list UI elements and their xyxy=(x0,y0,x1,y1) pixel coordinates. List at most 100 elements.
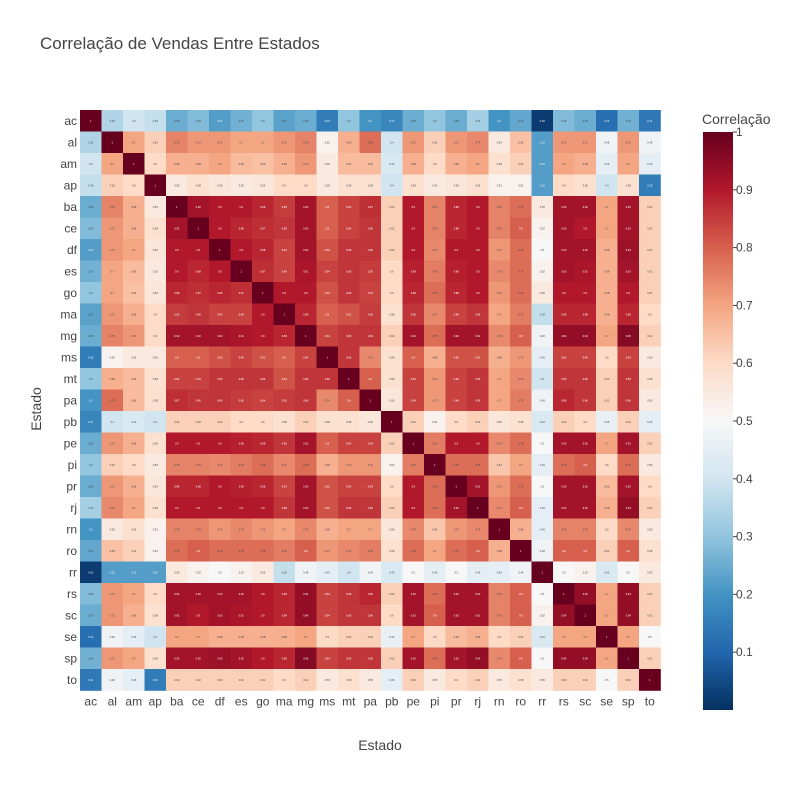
heatmap-cell xyxy=(273,303,296,326)
heatmap-cell-label: 0.78 xyxy=(454,463,460,467)
heatmap-cell xyxy=(101,432,124,455)
heatmap-cell xyxy=(338,217,360,240)
heatmap-cell xyxy=(488,497,511,519)
heatmap-cell xyxy=(424,518,446,541)
heatmap-cell-label: 0.92 xyxy=(626,484,632,488)
y-axis-ticks: acalamapbacedfesgomamgmsmtpapbpepiprrjrn… xyxy=(60,114,77,687)
heatmap-cell xyxy=(209,647,231,670)
heatmap-cell xyxy=(316,604,339,627)
heatmap-cell-label: 0.8 xyxy=(583,549,587,553)
heatmap-cell xyxy=(123,647,145,670)
heatmap-cell xyxy=(144,368,167,390)
heatmap-cell xyxy=(617,217,640,240)
heatmap-cell-label: 0.92 xyxy=(583,248,589,252)
y-tick-label: pi xyxy=(68,458,77,472)
heatmap-cell xyxy=(424,475,446,498)
heatmap-cell-label: 0.84 xyxy=(239,355,245,359)
heatmap-cell-label: 0.72 xyxy=(303,162,309,166)
heatmap-cell-label: 0.48 xyxy=(110,678,116,682)
heatmap-cell-label: 0.8 xyxy=(519,656,523,660)
heatmap-cell-label: 0.92 xyxy=(454,592,460,596)
heatmap-cell-label: 0.68 xyxy=(239,635,245,639)
heatmap-cell-label: 0.74 xyxy=(239,527,245,531)
heatmap-cell-label: 0.85 xyxy=(239,398,245,402)
heatmap-cell xyxy=(123,561,145,584)
heatmap-cell-label: 0.8 xyxy=(476,549,480,553)
y-tick-label: sp xyxy=(64,651,77,665)
x-tick-label: am xyxy=(125,695,142,709)
heatmap-cell-label: 0.92 xyxy=(583,484,589,488)
heatmap-cell xyxy=(596,239,618,261)
heatmap-cell xyxy=(166,518,188,541)
heatmap-cell-label: 0.62 xyxy=(647,506,653,510)
heatmap-cell-label: 0.62 xyxy=(389,226,395,230)
heatmap-cell-label: 0.74 xyxy=(475,140,481,144)
heatmap-cell-label: 0.62 xyxy=(368,635,374,639)
heatmap-cell xyxy=(230,196,253,218)
heatmap-cell-label: 0.85 xyxy=(174,312,180,316)
heatmap-cell xyxy=(445,110,468,132)
heatmap-cell xyxy=(531,540,554,562)
heatmap-cell-label: 0.62 xyxy=(583,678,589,682)
y-tick-label: rn xyxy=(66,522,77,536)
heatmap-cell xyxy=(553,669,575,691)
heatmap-cell xyxy=(596,411,618,433)
heatmap-cell-label: 0.8 xyxy=(196,549,200,553)
heatmap-cell-label: 0.72 xyxy=(518,355,524,359)
heatmap-cell xyxy=(510,411,532,433)
heatmap-cell xyxy=(639,583,661,605)
heatmap-cell-label: 0.92 xyxy=(196,334,202,338)
heatmap-cell xyxy=(574,389,597,412)
heatmap-cell xyxy=(553,626,575,648)
heatmap-cell xyxy=(101,153,124,175)
heatmap-cell xyxy=(574,174,597,197)
y-axis-title: Estado xyxy=(28,387,44,431)
heatmap-cell xyxy=(596,669,618,691)
heatmap-cell-label: 0.8 xyxy=(583,463,587,467)
heatmap-cell xyxy=(531,669,554,691)
heatmap-cell xyxy=(445,411,468,433)
heatmap-cell xyxy=(230,110,253,132)
heatmap-cell xyxy=(187,475,210,498)
y-tick-label: al xyxy=(68,135,77,149)
heatmap-cell-label: 0.86 xyxy=(346,355,352,359)
heatmap-cell-label: 0.84 xyxy=(454,398,460,402)
heatmap-cell xyxy=(553,389,575,412)
heatmap-cell-label: 0.78 xyxy=(432,592,438,596)
heatmap-cell-label: 0.86 xyxy=(475,312,481,316)
heatmap-cell-label: 1 xyxy=(327,355,329,359)
heatmap-cell xyxy=(101,239,124,261)
heatmap-cell xyxy=(531,239,554,261)
heatmap-cell xyxy=(359,647,382,670)
heatmap-cell-label: 0.84 xyxy=(325,613,331,617)
heatmap-cell xyxy=(144,260,167,283)
heatmap-cell-label: 0.28 xyxy=(196,119,202,123)
heatmap-cell xyxy=(338,346,360,369)
heatmap-cell xyxy=(123,454,145,476)
heatmap-cell-label: 0.9 xyxy=(411,226,415,230)
heatmap-cell-label: 1 xyxy=(155,183,157,187)
heatmap-cell-label: 0.3 xyxy=(89,463,93,467)
heatmap-cell xyxy=(273,239,296,261)
heatmap-cell xyxy=(574,368,597,390)
heatmap-cell-label: 0.64 xyxy=(497,463,503,467)
heatmap-cell xyxy=(144,239,167,261)
heatmap-cell-label: 0.74 xyxy=(497,269,503,273)
heatmap-cell xyxy=(402,411,425,433)
heatmap-cell xyxy=(402,647,425,670)
heatmap-cell-label: 0.6 xyxy=(132,183,136,187)
heatmap-cell xyxy=(338,174,360,197)
heatmap-cell xyxy=(381,647,403,670)
heatmap-cell xyxy=(252,346,274,369)
heatmap-cell xyxy=(295,583,317,605)
heatmap-cell xyxy=(467,518,489,541)
heatmap-cell xyxy=(639,626,661,648)
heatmap-cell xyxy=(123,475,145,498)
heatmap-cell-label: 0.62 xyxy=(196,420,202,424)
heatmap-cell-label: 0.55 xyxy=(325,183,331,187)
y-tick-label: am xyxy=(60,157,77,171)
heatmap-cell-label: 0.84 xyxy=(368,441,374,445)
heatmap-cell xyxy=(467,346,489,369)
heatmap-cell-label: 0.9 xyxy=(218,226,222,230)
heatmap-cell-label: 0.4 xyxy=(153,420,157,424)
